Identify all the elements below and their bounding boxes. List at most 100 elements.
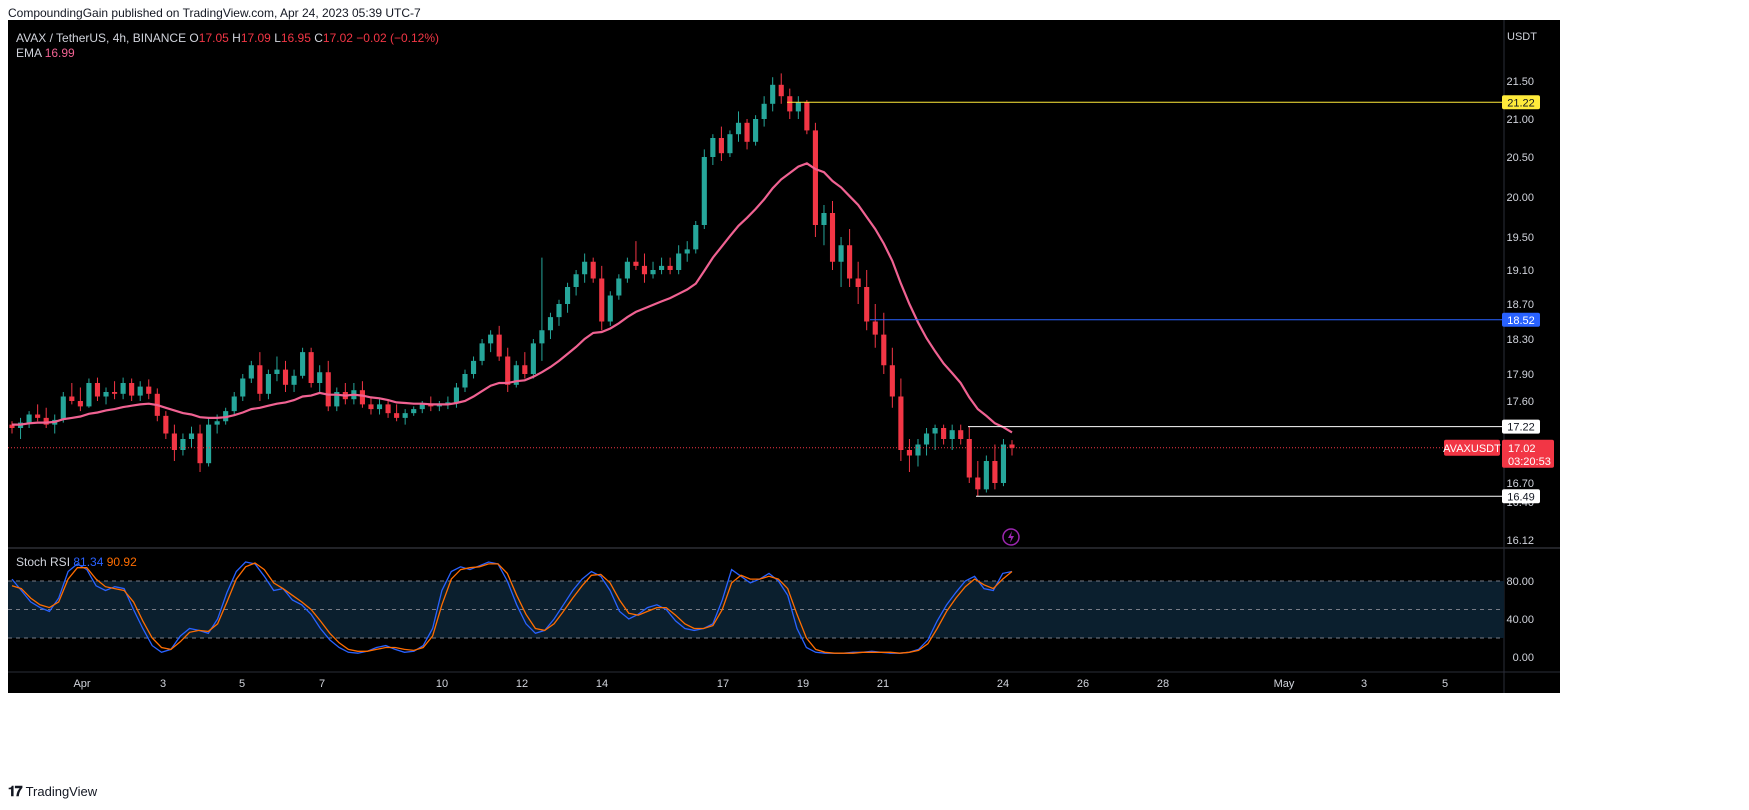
candle [718,126,724,161]
footer-brand[interactable]: 𝟏𝟕 TradingView [8,783,97,800]
candle [26,411,32,428]
stoch-k-value: 81.34 [73,555,104,569]
candle [274,356,280,382]
candle-body [667,265,673,270]
candle-body [488,334,494,344]
candle [949,424,955,450]
candle-body [958,430,964,439]
candle [94,377,101,401]
stoch-tick-label: 40.00 [1506,614,1534,626]
candle-body [676,253,682,270]
level-price-label: 18.52 [1502,312,1540,327]
level-label-bg [1502,95,1540,110]
candle-body [941,428,947,439]
candle-body [120,383,126,394]
candle-body [171,433,177,450]
candle [547,312,554,339]
candle [368,396,374,415]
candle-body [829,213,836,262]
candle-body [513,365,519,385]
candle [248,360,254,383]
time-tick-label: 19 [797,678,809,690]
candle [300,347,306,379]
candle [257,352,263,401]
candle [770,77,776,112]
price-tick-label: 18.30 [1506,334,1534,346]
candle [334,387,340,412]
candle [761,96,767,127]
price-tick-label: 16.12 [1506,535,1534,547]
candle-body [693,225,699,250]
level-label-bg [1502,489,1540,504]
ema-label: EMA [16,46,42,60]
candle-body [462,374,468,388]
chart-svg[interactable]: USDT 21.50 21.00 20.50 20.00 19.50 19.10 18.70 1… [0,0,1749,775]
price-tick-label: 20.00 [1506,192,1534,204]
candle-body [966,439,972,478]
candle [359,381,365,408]
candle [787,88,793,119]
legend-open: O17.05 [189,31,229,45]
candle-body [112,392,118,394]
candle [43,407,49,428]
candle [317,365,323,392]
candle [864,270,870,331]
candle [872,304,878,348]
level-price-label: 17.22 [1502,419,1540,434]
time-tick-label: 12 [516,678,528,690]
candle-body [778,84,784,97]
candle [308,347,314,388]
stoch-series-line [11,562,1013,654]
candle-body [701,157,707,225]
candle-body [470,360,477,374]
legend-change: −0.02 (−0.12%) [356,31,440,45]
time-tick-label: 5 [239,678,245,690]
candle [923,428,930,456]
candle-body [146,386,152,394]
symbol-tag: AVAXUSDT [1443,439,1501,456]
candle [889,347,895,408]
candle [291,369,297,392]
candle-body [206,424,212,464]
candle [607,291,613,326]
price-tick-label: 19.10 [1506,265,1534,277]
candle [1000,439,1007,487]
candle [556,299,562,326]
price-tick-label: 19.50 [1506,232,1534,244]
candle [735,111,742,142]
candle-body [753,119,759,142]
time-tick-label: 28 [1157,678,1169,690]
countdown-timer: 03:20:53 [1508,456,1551,468]
candle-body [522,365,528,374]
level-label-text: 17.22 [1507,422,1535,434]
current-price-bg [1502,439,1554,468]
symbol-tag-bg [1444,439,1500,456]
candle-body [607,295,613,322]
candle [9,421,15,434]
chart-container[interactable]: USDT 21.50 21.00 20.50 20.00 19.50 19.10 18.70 1… [0,0,1749,780]
candle-body [659,265,665,270]
candle [855,261,861,304]
candle [505,347,511,392]
candle [906,439,912,472]
candle [975,461,981,497]
ema-legend[interactable]: EMA 16.99 [16,46,75,60]
candle-body [453,387,460,403]
candle-body [180,439,186,450]
current-price-value: 17.02 [1508,443,1536,455]
candle-body [214,421,220,425]
candle [513,360,519,388]
stoch-rsi-legend[interactable]: Stoch RSI 81.34 90.92 [16,555,137,569]
lightning-icon-ring [1002,528,1020,546]
legend-symbol[interactable]: AVAX / TetherUS, 4h, BINANCE [16,31,187,45]
candle-body [787,96,793,112]
candle-body [231,396,237,412]
candle [103,387,109,405]
candle-body [923,433,930,445]
candle [778,73,784,104]
candle [411,406,417,416]
candle-body [975,477,981,490]
price-tick-label: 18.70 [1506,299,1534,311]
candle-body [325,372,331,407]
